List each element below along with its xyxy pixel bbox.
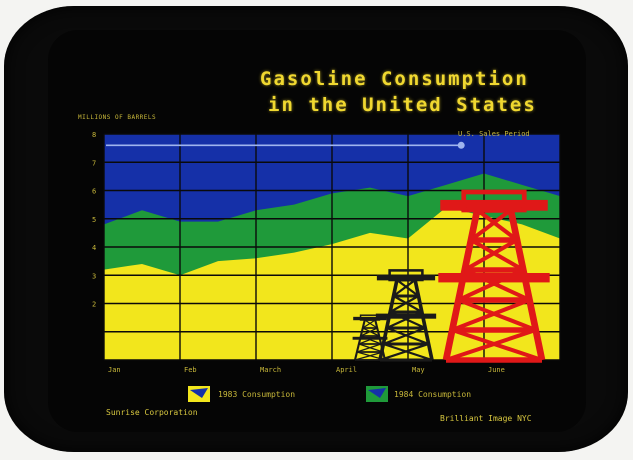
y-tick-label: 3 bbox=[92, 272, 96, 280]
reference-line-endpoint bbox=[457, 141, 465, 149]
y-tick-label: 4 bbox=[92, 244, 96, 252]
y-tick-label: 5 bbox=[92, 216, 96, 224]
legend-label-1983: 1983 Consumption bbox=[218, 390, 296, 399]
y-tick-label: 2 bbox=[92, 301, 96, 309]
y-tick-label: 6 bbox=[92, 188, 96, 196]
footer-image-credit: Brilliant Image NYC bbox=[440, 414, 532, 423]
oil-derrick-icon-large bbox=[438, 189, 550, 363]
footer-company-credit: Sunrise Corporation bbox=[106, 408, 198, 417]
y-axis-label: MILLIONS OF BARRELS bbox=[78, 114, 157, 121]
x-tick-label: Jan bbox=[108, 366, 121, 374]
oil-derrick-icon-small bbox=[352, 314, 388, 361]
y-tick-label: 7 bbox=[92, 159, 96, 167]
x-tick-label: May bbox=[412, 366, 425, 374]
chart-title-line1: Gasoline Consumption bbox=[260, 68, 529, 90]
x-tick-label: Feb bbox=[184, 366, 197, 374]
crt-screen: 2 3 4 5 6 7 8 Jan Feb March April May June Gasoline … bbox=[48, 30, 586, 432]
legend-label-1984: 1984 Consumption bbox=[394, 390, 472, 399]
x-tick-label: June bbox=[488, 366, 505, 374]
oil-derrick-icon-medium bbox=[375, 269, 437, 362]
y-tick-label: 8 bbox=[92, 131, 96, 139]
legend-swatch-1984 bbox=[366, 386, 388, 402]
chart-title-line2: in the United States bbox=[268, 94, 537, 116]
x-tick-label: March bbox=[260, 366, 281, 374]
x-tick-label: April bbox=[336, 366, 357, 374]
chart-canvas: 2 3 4 5 6 7 8 Jan Feb March April May June bbox=[92, 131, 561, 374]
reference-line-label: U.S. Sales Period bbox=[458, 130, 530, 138]
crt-monitor-bezel: 2 3 4 5 6 7 8 Jan Feb March April May June Gasoline … bbox=[4, 6, 628, 452]
legend-swatch-1983 bbox=[188, 386, 210, 402]
